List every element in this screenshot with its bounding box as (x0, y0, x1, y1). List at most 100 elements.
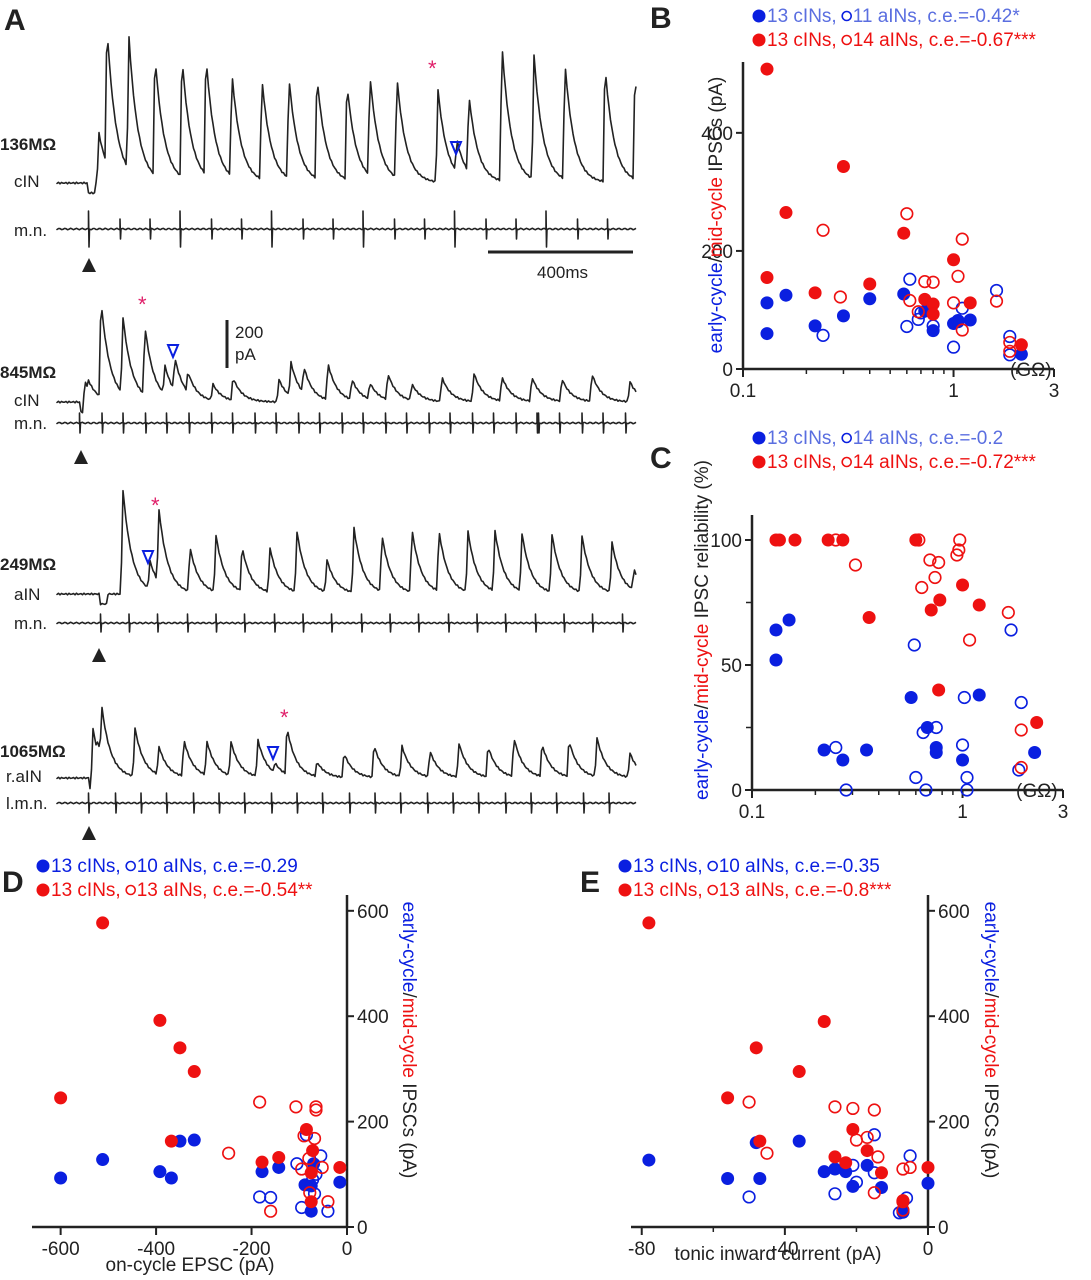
cell-label: cIN (14, 172, 40, 191)
y-tick-label: 0 (938, 1218, 949, 1239)
data-point-open (1001, 605, 1015, 620)
legend-open-marker-icon (125, 860, 137, 872)
y-axis-title-part: early-cycle (706, 263, 727, 354)
data-point-filled (769, 623, 783, 637)
data-point-filled (1028, 746, 1042, 759)
y-tick-label: 200 (701, 242, 733, 263)
data-point-open (1014, 723, 1028, 737)
x-tick-label: 3 (1049, 381, 1060, 402)
y-axis-title-part: / (398, 992, 419, 998)
y-axis-title-part: IPSCs (pA) (706, 77, 727, 177)
legend-open-marker-icon (841, 432, 853, 444)
data-point-open (846, 1101, 860, 1116)
data-point-filled (926, 307, 940, 321)
series-ain-mid-cycle (222, 1095, 335, 1218)
data-point-filled (897, 287, 911, 301)
data-point-open (960, 770, 974, 785)
data-point-filled (860, 1144, 874, 1158)
data-point-filled (1014, 347, 1028, 361)
data-point-open (919, 783, 933, 797)
data-point-open (1014, 760, 1028, 775)
data-point-open (907, 638, 921, 652)
data-point-open (295, 1200, 309, 1215)
data-point-filled (255, 1165, 269, 1179)
data-point-open (321, 1204, 335, 1218)
data-point-open (867, 1103, 881, 1117)
data-point-open (829, 740, 843, 755)
data-point-filled (164, 1134, 178, 1148)
data-point-open (929, 720, 943, 735)
y-tick-label: 0 (731, 781, 742, 802)
data-point-filled (96, 1153, 110, 1167)
series-ain-early-cycle (829, 623, 1028, 797)
legend-entry-blue: 13 cINs, 11 aINs, c.e.=-0.42* (752, 6, 1020, 27)
series-ain-mid-cycle (742, 1095, 917, 1217)
data-point-open (953, 533, 967, 547)
data-point-open (916, 725, 930, 740)
data-point-open (1003, 335, 1017, 350)
data-point-open (321, 1195, 335, 1209)
legend-open-marker-icon (841, 10, 853, 22)
data-point-open (900, 207, 914, 221)
data-point-open (955, 738, 970, 752)
data-point-open (253, 1190, 267, 1204)
data-point-filled (909, 533, 923, 547)
legend-filled-label: 13 cINs, (51, 856, 121, 877)
data-point-filled (963, 296, 977, 310)
y-tick-label: 200 (357, 1113, 389, 1134)
data-point-open (848, 558, 863, 572)
legend-open-marker-icon (707, 884, 719, 896)
data-point-open (951, 269, 965, 283)
series-cin-mid-cycle (54, 916, 347, 1209)
data-point-filled (272, 1160, 286, 1174)
data-point-filled (921, 1176, 935, 1190)
nerve-label: m.n. (14, 614, 47, 633)
panel-c-chart: C 13 cINs, 14 aINs, c.e.=-0.2 13 cINs, 14 aI… (650, 428, 1068, 823)
data-point-open (923, 553, 937, 567)
recording-3: 249MΩ aIN m.n. * (0, 489, 637, 662)
data-point-open (849, 1133, 864, 1147)
legend-open-label: 13 aINs, c.e.=-0.54** (137, 880, 313, 901)
data-point-filled (874, 1166, 888, 1180)
data-point-open (303, 1186, 317, 1200)
nerve-trace (56, 210, 637, 248)
data-point-filled (769, 653, 783, 667)
legend-filled-marker-icon (618, 859, 632, 873)
data-point-filled (926, 297, 940, 311)
legend-open-marker-icon (841, 34, 853, 46)
y-tick-label: 400 (701, 124, 733, 145)
data-point-open (222, 1146, 236, 1160)
legend-filled-label: 13 cINs, (51, 880, 121, 901)
panel-letter-e: E (580, 866, 600, 899)
x-axis-title: on-cycle EPSC (pA) (106, 1255, 275, 1276)
data-point-filled (187, 1065, 201, 1079)
data-point-filled (721, 1172, 735, 1186)
data-point-filled (721, 1091, 735, 1105)
stimulus-arrowhead-icon (74, 450, 88, 464)
series-cin-mid-cycle (760, 62, 1028, 352)
data-point-filled (642, 1153, 656, 1167)
data-point-open (955, 323, 969, 337)
legend-filled-marker-icon (752, 431, 766, 445)
data-point-filled (1014, 338, 1028, 352)
data-point-filled (924, 603, 938, 617)
data-point-filled (860, 743, 874, 757)
data-point-open (289, 1100, 303, 1114)
panel-d-chart: D 13 cINs, 10 aINs, c.e.=-0.29 13 cINs, 13 a… (2, 856, 419, 1276)
recording-2: 845MΩ cIN m.n. * 200 pA (0, 292, 637, 464)
data-point-open (896, 1162, 910, 1176)
cell-label: cIN (14, 391, 40, 410)
data-point-open (829, 533, 843, 547)
data-point-filled (792, 1065, 806, 1079)
panel-letter-c: C (650, 442, 672, 475)
legend-filled-marker-icon (36, 883, 50, 897)
data-point-filled (779, 288, 793, 302)
data-point-open (928, 570, 942, 585)
legend-filled-marker-icon (36, 859, 50, 873)
data-point-open (903, 1149, 917, 1163)
legend-filled-label: 13 cINs, (767, 452, 837, 473)
data-point-filled (926, 324, 940, 338)
data-point-filled (929, 746, 943, 759)
triangle-marker-icon (449, 141, 463, 157)
